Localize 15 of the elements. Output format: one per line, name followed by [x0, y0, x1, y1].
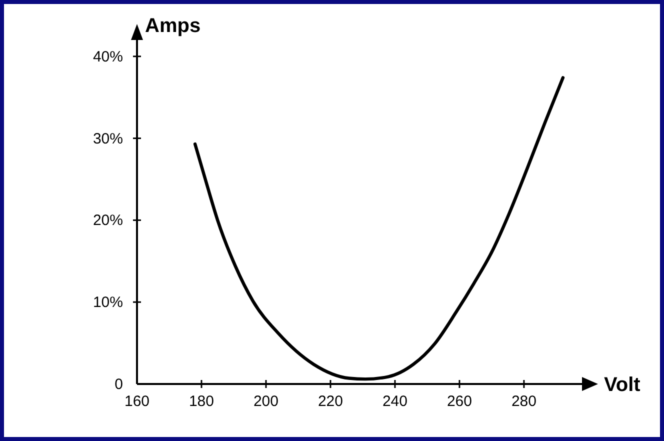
y-tick-label: 20%: [92, 212, 123, 230]
y-tick-label: 40%: [92, 48, 123, 66]
x-axis-title: Volt: [604, 374, 641, 396]
x-tick-label: 200: [253, 393, 278, 410]
x-tick-label: 240: [382, 393, 408, 410]
x-tick-label: 260: [446, 393, 472, 410]
y-tick-label: 0: [114, 376, 123, 393]
x-tick-label: 220: [318, 393, 343, 410]
x-tick-label: 280: [511, 393, 536, 410]
y-tick-label: 10%: [92, 294, 123, 312]
x-tick-label: 180: [188, 393, 214, 410]
y-axis-title: Amps: [145, 15, 201, 37]
x-tick-label: 160: [124, 393, 150, 410]
y-tick-label: 30%: [92, 130, 123, 148]
line-series: [193, 76, 565, 381]
